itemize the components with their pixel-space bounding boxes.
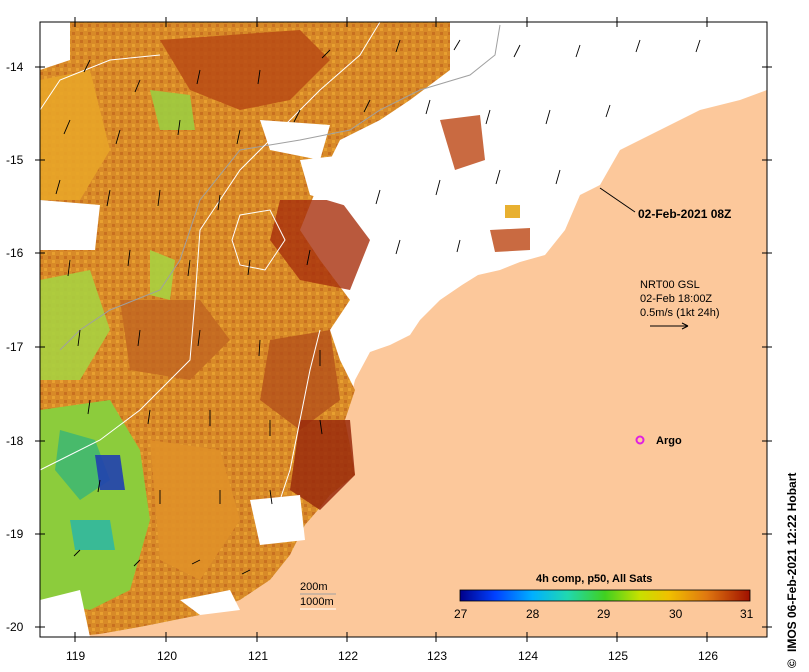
- scale-arrow: [650, 322, 689, 330]
- isobath-label-200: 200m: [300, 581, 328, 593]
- argo-label: Argo: [656, 435, 682, 447]
- lat-tick-label: -14: [6, 60, 24, 74]
- lon-tick-label: 120: [157, 649, 177, 663]
- lat-tick-label: -18: [6, 434, 24, 448]
- credit-block: © IMOS 06-Feb-2021 12:22 Hobart: [785, 473, 799, 668]
- product-time-label: 02-Feb-2021 08Z: [638, 207, 731, 221]
- lat-labels: -14 -15 -16 -17 -18 -19 -20: [6, 60, 24, 634]
- isobath-200m: [59, 24, 501, 351]
- axis-ticks: [35, 17, 772, 642]
- current-source: NRT00 GSL: [640, 279, 700, 291]
- credit-text: IMOS 06-Feb-2021 12:22 Hobart: [785, 473, 799, 652]
- lon-tick-label: 121: [248, 649, 268, 663]
- current-scale: 0.5m/s (1kt 24h): [640, 307, 719, 319]
- copyright-icon: ©: [785, 659, 799, 668]
- colorbar-tick: 29: [597, 607, 611, 621]
- colorbar-tick: 30: [669, 607, 683, 621]
- current-vectors: [55, 39, 701, 575]
- lon-tick-label: 126: [698, 649, 718, 663]
- colorbar: 4h comp, p50, All Sats 27 28 29 30 31: [454, 573, 754, 621]
- colorbar-ramp: [459, 589, 751, 602]
- land-mass: [70, 90, 767, 637]
- argo-marker[interactable]: [635, 435, 645, 445]
- isobath-1000m: [39, 21, 381, 471]
- lon-tick-label: 123: [427, 649, 447, 663]
- lat-tick-label: -17: [6, 340, 24, 354]
- lat-tick-label: -19: [6, 527, 24, 541]
- lon-tick-label: 125: [608, 649, 628, 663]
- lon-tick-label: 124: [518, 649, 538, 663]
- isobath-label-1000: 1000m: [300, 596, 334, 608]
- lon-tick-label: 119: [66, 649, 85, 663]
- map-panel: Argo 02-Feb-2021 08Z NRT00 GSL 02-Feb 18…: [39, 21, 768, 638]
- isobath-legend: 200m 1000m: [300, 581, 336, 610]
- current-time: 02-Feb 18:00Z: [640, 293, 712, 305]
- lat-tick-label: -15: [6, 153, 24, 167]
- colorbar-title: 4h comp, p50, All Sats: [536, 573, 652, 585]
- lon-labels: 119 120 121 122 123 124 125 126: [66, 649, 718, 663]
- sst-field: [40, 22, 450, 637]
- lat-tick-label: -20: [6, 620, 24, 634]
- colorbar-tick: 27: [454, 607, 468, 621]
- colorbar-tick: 31: [740, 607, 754, 621]
- lon-tick-label: 122: [338, 649, 358, 663]
- lat-tick-label: -16: [6, 246, 24, 260]
- current-legend: NRT00 GSL 02-Feb 18:00Z 0.5m/s (1kt 24h): [640, 279, 719, 330]
- colorbar-tick: 28: [526, 607, 540, 621]
